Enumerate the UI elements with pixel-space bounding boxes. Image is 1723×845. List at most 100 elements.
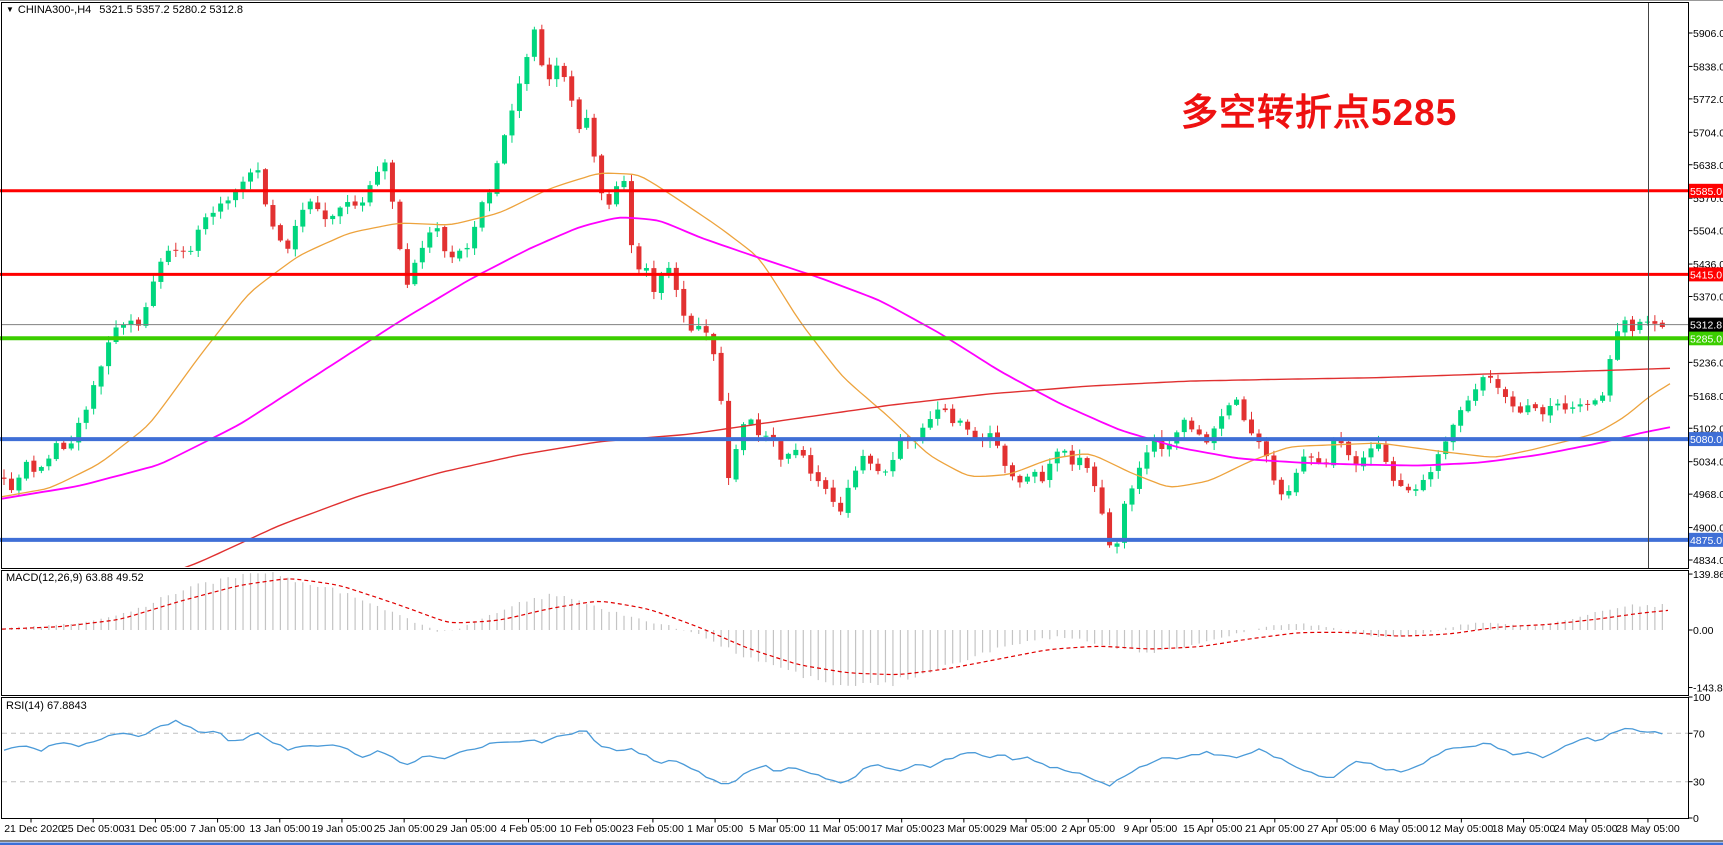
candle-body <box>524 57 530 85</box>
time-tick-label: 29 Jan 05:00 <box>436 823 497 835</box>
macd-panel[interactable] <box>2 572 1669 687</box>
candle-body <box>823 480 829 489</box>
candle-body <box>1278 479 1284 495</box>
candle-body <box>1062 450 1068 453</box>
macd-name: MACD(12,26,9) <box>6 572 83 584</box>
candle-body <box>1039 471 1045 482</box>
price-tick-label: 5034.0 <box>1693 457 1723 469</box>
candle-body <box>1450 424 1456 443</box>
candle-body <box>1099 487 1105 514</box>
time-tick-label: 29 Mar 05:00 <box>995 823 1057 835</box>
time-tick-label: 31 Dec 05:00 <box>124 823 187 835</box>
candle-body <box>987 433 993 441</box>
macd-panel-border <box>1 570 1689 696</box>
candle-body <box>300 209 306 227</box>
candle-body <box>1241 399 1247 421</box>
candle-body <box>927 419 933 428</box>
annotation-text: 多空转折点5285 <box>1181 92 1458 133</box>
candle-body <box>1353 456 1359 466</box>
candle-body <box>875 463 881 472</box>
price-tick-label: 5236.0 <box>1693 357 1723 369</box>
candle-body <box>1234 399 1240 405</box>
candle-body <box>203 217 209 230</box>
macd-signal-line <box>2 578 1669 676</box>
candle-body <box>1390 461 1396 481</box>
candle-body <box>1458 410 1464 426</box>
candle-body <box>1525 405 1531 413</box>
candle-body <box>285 240 291 249</box>
candle-body <box>1555 403 1561 406</box>
candle-body <box>76 422 82 443</box>
candle-body <box>31 460 37 472</box>
candle-body <box>307 201 313 210</box>
candle-body <box>688 315 694 331</box>
candle-body <box>1122 503 1127 543</box>
candle-body <box>733 449 739 480</box>
chart-title-bar[interactable]: ▼ CHINA300-,H4 5321.5 5357.2 5280.2 5312.8 <box>6 4 243 16</box>
candle-body <box>1375 444 1381 449</box>
candle-body <box>1420 479 1426 491</box>
candle-body <box>808 455 814 474</box>
mid-ma-magenta <box>2 216 1671 500</box>
candle-body <box>337 207 343 217</box>
candle-body <box>965 421 971 430</box>
candle-body <box>1615 331 1621 360</box>
candle-body <box>1092 466 1098 487</box>
candle-body <box>972 430 978 438</box>
candle-body <box>360 202 366 206</box>
candle-body <box>1024 476 1030 482</box>
candle-body <box>23 461 29 479</box>
candle-body <box>240 181 246 192</box>
level-badge <box>1689 432 1723 447</box>
candle-body <box>1383 444 1389 462</box>
candle-body <box>434 228 440 232</box>
candle-body <box>853 470 859 488</box>
candle-body <box>1562 403 1568 410</box>
main-panel-border <box>1 2 1689 569</box>
candle-body <box>1532 404 1538 409</box>
candle-body <box>882 471 888 473</box>
candle-body <box>1316 458 1322 463</box>
candle-body <box>1547 405 1553 416</box>
candle-body <box>38 467 44 471</box>
candle-body <box>1286 491 1292 496</box>
candle-body <box>658 275 664 294</box>
rsi-name: RSI(14) <box>6 700 44 712</box>
candle-body <box>210 212 216 217</box>
price-tick-label: 30 <box>1693 777 1705 789</box>
candle-body <box>1592 400 1598 405</box>
candle-body <box>1129 488 1135 505</box>
symbol-dropdown-icon[interactable]: ▼ <box>6 5 14 14</box>
current-price-badge-label: 5312.8 <box>1690 320 1722 332</box>
price-tick-label: 5838.0 <box>1693 61 1723 73</box>
candle-body <box>180 250 186 252</box>
price-tick-label: 139.86 <box>1693 569 1723 581</box>
candle-body <box>1398 480 1404 486</box>
time-tick-label: 17 Mar 05:00 <box>871 823 933 835</box>
candle-body <box>1331 440 1337 466</box>
time-tick-label: 10 Feb 05:00 <box>560 823 622 835</box>
candle-body <box>427 232 433 248</box>
candle-body <box>1107 512 1113 546</box>
candle-body <box>1622 320 1628 333</box>
fast-ma-orange <box>2 172 1671 498</box>
candle-body <box>681 288 687 316</box>
candle-body <box>128 320 134 325</box>
candle-body <box>718 352 724 401</box>
candle-body <box>16 477 22 491</box>
candle-body <box>1002 445 1008 466</box>
rsi-panel[interactable] <box>2 719 1688 787</box>
candle-body <box>1226 405 1232 416</box>
time-tick-label: 15 Apr 05:00 <box>1183 823 1243 835</box>
candle-body <box>1196 429 1202 435</box>
candle-body <box>1346 441 1352 456</box>
price-tick-label: 5168.0 <box>1693 391 1723 403</box>
candle-body <box>1368 448 1374 458</box>
macd-values: 63.88 49.52 <box>85 572 144 584</box>
candle-body <box>1189 420 1195 430</box>
candle-body <box>920 427 926 440</box>
candle-body <box>1151 437 1157 452</box>
level-badge <box>1689 183 1723 198</box>
level-badge-label: 5285.0 <box>1690 333 1722 345</box>
